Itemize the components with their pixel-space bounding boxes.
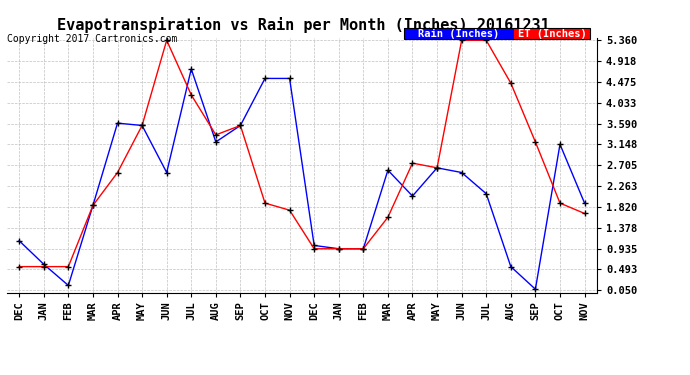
Text: Rain (Inches): Rain (Inches) (418, 29, 500, 39)
Text: Copyright 2017 Cartronics.com: Copyright 2017 Cartronics.com (7, 34, 177, 44)
Text: ET (Inches): ET (Inches) (518, 29, 586, 39)
Text: Evapotranspiration vs Rain per Month (Inches) 20161231: Evapotranspiration vs Rain per Month (In… (57, 17, 550, 33)
